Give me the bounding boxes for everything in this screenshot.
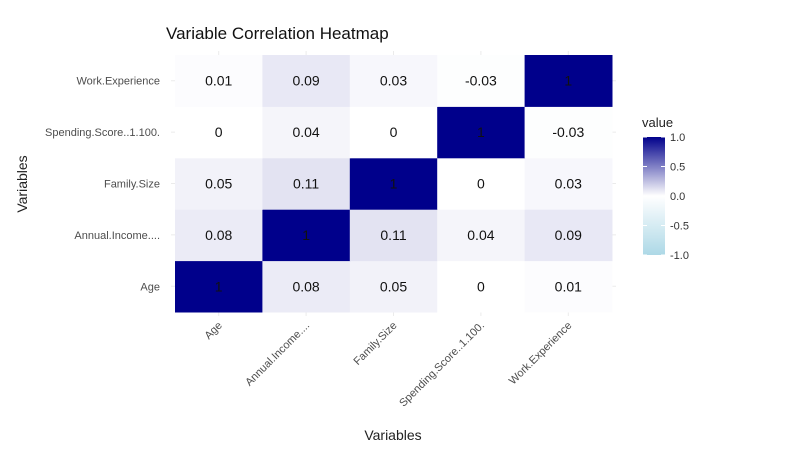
heatmap-cell — [524, 260, 613, 313]
y-tick-label: Age — [140, 281, 160, 293]
legend-title: value — [642, 115, 673, 130]
heatmap-cell — [349, 209, 438, 262]
y-tick-label: Spending.Score..1.100. — [45, 127, 160, 139]
heatmap-cell — [349, 157, 438, 210]
cell-value-label: 0.05 — [380, 278, 407, 294]
cell-value-label: 0.04 — [467, 227, 494, 243]
y-axis-title: Variables — [14, 155, 30, 212]
heatmap-cell — [524, 209, 613, 262]
heatmap-cell — [524, 55, 613, 107]
cell-value-label: 0.05 — [205, 176, 232, 192]
heatmap-cell — [262, 260, 351, 313]
cell-value-label: 0.11 — [293, 176, 319, 192]
cell-labels: 1 0.08 0.05 0 0.01 0.08 1 0.11 0.04 0.09 0.05 0.11 1… — [205, 73, 584, 295]
cell-value-label: 1 — [477, 124, 485, 140]
cell-value-label: 0 — [477, 176, 485, 192]
heatmap-cell — [175, 157, 263, 210]
legend-colorbar — [643, 137, 665, 255]
cell-value-label: 0.04 — [292, 124, 319, 140]
x-axis-title: Variables — [364, 427, 421, 443]
cell-value-label: 0.08 — [205, 227, 232, 243]
y-axis-ticks: Age Annual.Income.... Family.Size Spending.… — [45, 76, 160, 294]
heatmap-cell — [437, 55, 526, 107]
cell-value-label: 0 — [477, 278, 485, 294]
cell-value-label: 1 — [564, 73, 572, 89]
cell-value-label: 0.09 — [292, 73, 319, 89]
cell-value-label: 0.01 — [555, 278, 582, 294]
heatmap-cell — [349, 260, 438, 313]
cell-value-label: -0.03 — [465, 73, 497, 89]
heatmap-cell — [437, 157, 526, 210]
chart-title: Variable Correlation Heatmap — [166, 24, 389, 43]
heatmap-cell — [262, 209, 351, 262]
cell-value-label: 0.03 — [555, 176, 582, 192]
legend-tick-label: 1.0 — [670, 132, 685, 144]
x-tick-label: Age — [202, 320, 224, 342]
heatmap-cell — [524, 157, 613, 210]
heatmap-cell — [437, 209, 526, 262]
color-legend: value 1.0 0.5 0.0 -0.5 -1.0 — [642, 115, 689, 262]
heatmap-cell — [524, 106, 613, 159]
cell-value-label: 0.09 — [555, 227, 582, 243]
heatmap-cell — [175, 209, 263, 262]
legend-tick-label: -0.5 — [670, 221, 689, 233]
heatmap-cell — [175, 260, 263, 313]
legend-tick-label: -1.0 — [670, 250, 689, 262]
cell-value-label: 0.01 — [205, 73, 232, 89]
heatmap-cell — [349, 55, 438, 107]
x-tick-label: Work.Experience — [507, 320, 575, 388]
cell-value-label: 0 — [390, 124, 398, 140]
heatmap-cell — [262, 106, 351, 159]
x-tick-label: Spending.Score..1.100. — [397, 320, 487, 410]
cell-value-label: 0.03 — [380, 73, 407, 89]
y-tick-label: Work.Experience — [76, 76, 160, 88]
heatmap-cell — [175, 106, 263, 159]
cell-value-label: 0.11 — [380, 227, 406, 243]
cell-value-label: 1 — [390, 176, 398, 192]
heatmap-cells — [175, 55, 613, 313]
x-tick-label: Family.Size — [352, 320, 400, 368]
heatmap-cell — [437, 260, 526, 313]
cell-value-label: 1 — [302, 227, 310, 243]
x-tick-label: Annual.Income.... — [243, 320, 312, 389]
heatmap-cell — [175, 55, 263, 107]
y-tick-label: Annual.Income.... — [74, 230, 160, 242]
x-axis-ticks: Age Annual.Income.... Family.SizeSpending.… — [202, 320, 574, 410]
legend-tick-label: 0.0 — [670, 191, 685, 203]
legend-tick-label: 0.5 — [670, 162, 685, 174]
cell-value-label: 1 — [215, 278, 223, 294]
y-tick-label: Family.Size — [104, 179, 160, 191]
heatmap-cell — [262, 55, 351, 107]
cell-value-label: 0 — [215, 124, 223, 140]
heatmap-cell — [349, 106, 438, 159]
heatmap-cell — [262, 157, 351, 210]
cell-value-label: 0.08 — [292, 278, 319, 294]
heatmap-cell — [437, 106, 526, 159]
cell-value-label: -0.03 — [552, 124, 584, 140]
